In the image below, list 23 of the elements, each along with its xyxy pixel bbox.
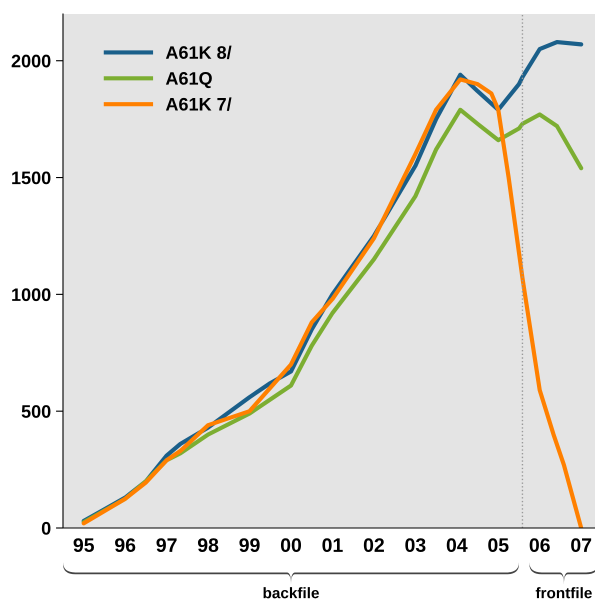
legend-label: A61K 8/	[166, 46, 232, 60]
legend-label: A61Q	[166, 72, 212, 88]
text: frontfile	[536, 587, 592, 598]
x-tick-label: 03	[405, 538, 426, 552]
y-tick-label: 1500	[12, 171, 50, 184]
x-tick-label: 95	[74, 538, 94, 552]
text: backfile	[264, 587, 319, 598]
x-tick-label: 98	[198, 538, 218, 552]
x-tick-label: 96	[115, 538, 136, 552]
x-tick-label: 01	[322, 538, 343, 552]
y-tick-label: 0	[42, 522, 50, 535]
x-tick-label: 06	[530, 538, 550, 552]
x-tick-label: 04	[446, 538, 468, 552]
x-tick-label: 97	[156, 538, 177, 552]
legend-label: A61K 7/	[166, 97, 232, 111]
x-tick-label: 07	[571, 538, 592, 552]
y-tick-label: 2000	[12, 54, 50, 68]
x-tick-label: 00	[280, 538, 302, 552]
x-tick-label: 99	[239, 538, 260, 552]
y-tick-label: 1000	[12, 288, 50, 302]
x-tick-label: 05	[488, 538, 509, 552]
x-tick-label: 02	[364, 538, 384, 552]
y-tick-label: 500	[22, 405, 50, 418]
